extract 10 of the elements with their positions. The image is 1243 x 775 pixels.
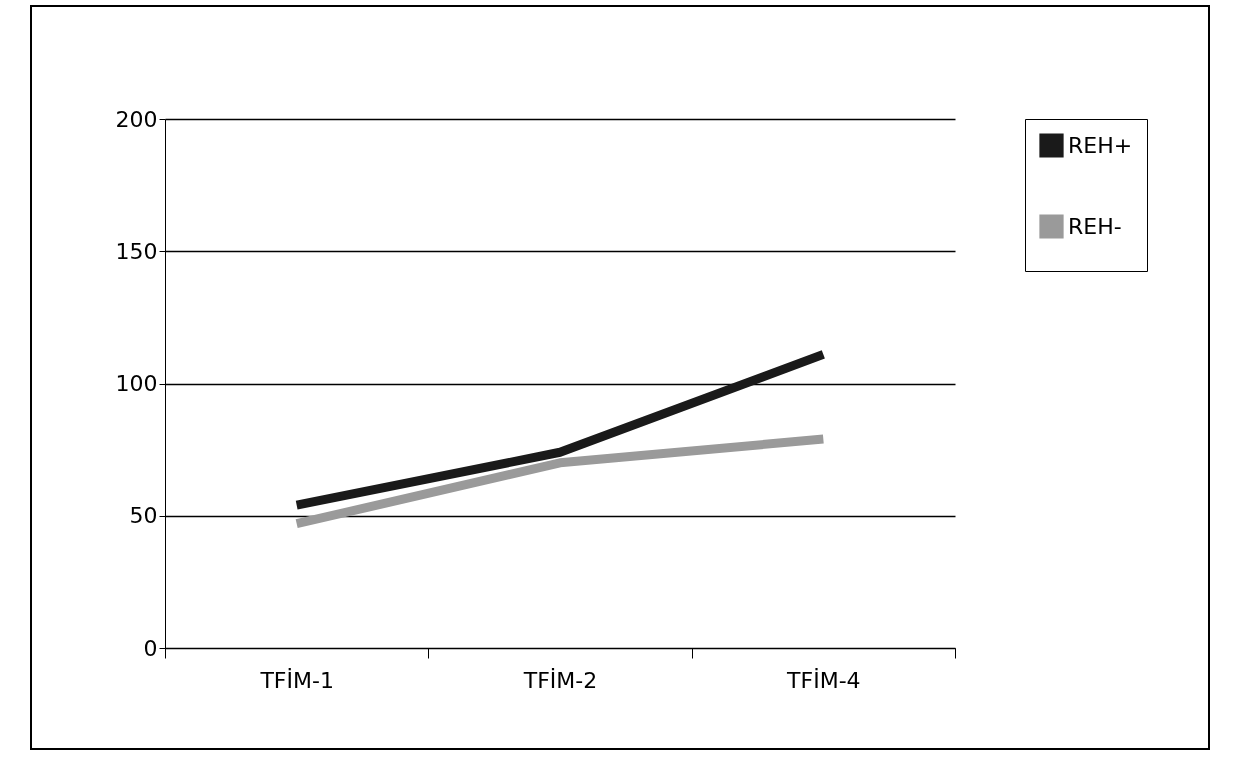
x-tick-label: TFİM-2 — [522, 667, 598, 693]
x-tick-label: TFİM-4 — [786, 667, 861, 693]
y-tick-label: 50 — [129, 503, 158, 529]
x-tick-label: TFİM-1 — [259, 667, 334, 693]
y-tick-label: 100 — [115, 371, 158, 396]
y-tick-label: 150 — [115, 238, 158, 264]
y-tick-label: 200 — [115, 106, 158, 132]
y-tick-label: 0 — [143, 635, 158, 661]
legend-label: REH- — [1068, 213, 1122, 239]
legend-label: REH+ — [1068, 132, 1133, 158]
